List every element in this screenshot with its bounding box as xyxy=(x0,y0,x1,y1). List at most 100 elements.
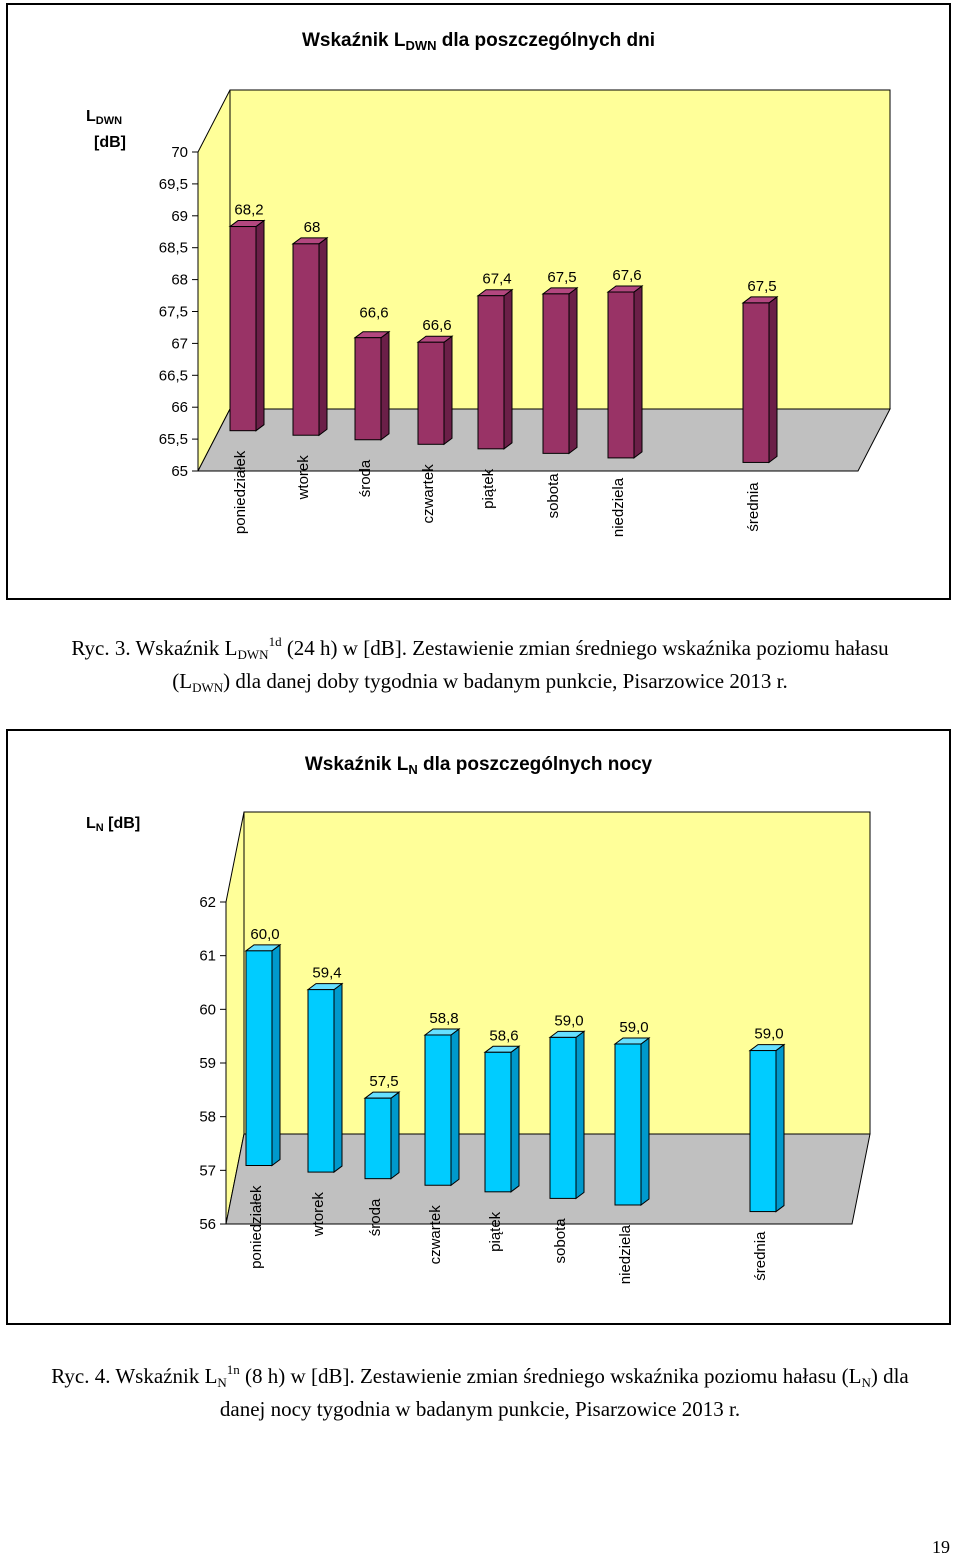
bar xyxy=(542,293,570,454)
bar xyxy=(614,1043,642,1206)
page-number: 19 xyxy=(932,1537,950,1557)
bar xyxy=(477,295,505,450)
data-label: 67,4 xyxy=(482,271,511,288)
bar xyxy=(424,1034,452,1186)
bar-side xyxy=(380,330,390,441)
y-tick-label: 67,5 xyxy=(159,304,188,321)
data-label: 60,0 xyxy=(250,926,279,943)
chart-title-suffix: dla poszczególnych nocy xyxy=(417,754,653,775)
x-tick-label: średnia xyxy=(745,482,762,532)
bar xyxy=(229,226,257,432)
bar xyxy=(742,302,770,463)
data-label: 59,0 xyxy=(754,1026,783,1043)
x-tick-label: średnia xyxy=(752,1231,769,1281)
caption-text: ) dla xyxy=(870,1364,909,1388)
bar-side xyxy=(390,1091,400,1180)
data-label: 59,4 xyxy=(312,965,341,982)
bar-side xyxy=(640,1036,650,1206)
chart-title-sub: N xyxy=(408,762,418,777)
data-label: 68,2 xyxy=(234,202,263,219)
caption-sup: 1n xyxy=(226,1362,240,1377)
bar xyxy=(549,1036,577,1199)
data-label: 66,6 xyxy=(359,305,388,322)
bar-side xyxy=(510,1045,520,1193)
y-tick-label: 66 xyxy=(171,399,188,416)
bar-side xyxy=(333,982,343,1174)
x-tick-label: środa xyxy=(357,459,374,497)
x-tick-label: niedziela xyxy=(617,1224,634,1284)
bar-side xyxy=(503,288,513,450)
y-axis-label-sub: DWN xyxy=(95,115,123,127)
chart-title: Wskaźnik LDWN dla poszczególnych dni xyxy=(8,30,949,53)
y-tick-label: 59 xyxy=(199,1055,216,1072)
y-axis-label-unit: [dB] xyxy=(103,815,141,832)
chart-ldwn-plot: 65 65,5 66 66,5 67 67,5 68 68,5 69 69,5 70 68,2 poni… xyxy=(159,89,891,537)
chart-ln-plot: 56 57 58 59 60 61 62 60,0 poniedziałek 59,4 wtorek… xyxy=(199,811,871,1284)
bar-side xyxy=(568,286,578,455)
y-tick-label: 61 xyxy=(199,948,216,965)
caption-text: (8 h) w [dB]. Zestawienie zmian średnieg… xyxy=(239,1364,862,1388)
caption-sup: 1d xyxy=(268,634,282,649)
y-axis-label-sub: N xyxy=(95,822,104,834)
bar-side xyxy=(271,943,281,1167)
y-tick-label: 67 xyxy=(171,335,188,352)
y-tick-label: 68 xyxy=(171,272,188,289)
caption-sub: DWN xyxy=(237,647,269,662)
bar xyxy=(417,341,445,445)
y-tick-label: 56 xyxy=(199,1216,216,1233)
bar xyxy=(607,291,635,459)
caption-sub: N xyxy=(861,1375,871,1390)
x-tick-label: poniedziałek xyxy=(248,1185,265,1269)
x-tick-label: niedziela xyxy=(610,477,627,537)
data-label: 68 xyxy=(304,219,321,236)
bar xyxy=(245,950,273,1166)
y-tick-label: 70 xyxy=(171,144,188,161)
chart-ldwn: Wskaźnik LDWN dla poszczególnych dni LDW… xyxy=(6,3,951,600)
x-tick-label: sobota xyxy=(545,473,562,519)
bar-side xyxy=(775,1043,785,1213)
data-label: 67,6 xyxy=(612,267,641,284)
bar-side xyxy=(633,285,643,459)
bar xyxy=(292,243,320,436)
y-tick-label: 60 xyxy=(199,1001,216,1018)
x-tick-label: sobota xyxy=(552,1218,569,1264)
chart-ln: Wskaźnik LN dla poszczególnych nocy LN [… xyxy=(6,729,951,1325)
bar-side xyxy=(768,295,778,464)
data-label: 59,0 xyxy=(554,1012,583,1029)
x-tick-label: środa xyxy=(367,1198,384,1236)
y-tick-label: 69,5 xyxy=(159,176,188,193)
bar-side xyxy=(255,219,265,432)
caption-text: (24 h) w [dB]. Zestawienie zmian średnie… xyxy=(281,636,889,660)
y-axis-label: LN [dB] xyxy=(86,813,140,839)
y-tick-label: 69 xyxy=(171,208,188,225)
y-tick-label: 65 xyxy=(171,463,188,480)
y-tick-label: 68,5 xyxy=(159,240,188,257)
bar xyxy=(354,337,382,441)
data-label: 66,6 xyxy=(422,317,451,334)
data-label: 57,5 xyxy=(369,1073,398,1090)
y-axis-label-main: L xyxy=(86,108,96,125)
x-tick-label: piątek xyxy=(480,468,497,509)
caption-text: (L xyxy=(172,669,193,693)
y-tick-label: 65,5 xyxy=(159,431,188,448)
bar xyxy=(749,1050,777,1213)
y-axis-label-main: L xyxy=(86,815,96,832)
bar xyxy=(364,1097,392,1180)
bar xyxy=(307,989,335,1173)
data-label: 59,0 xyxy=(619,1019,648,1036)
bar xyxy=(484,1051,512,1193)
figure-caption-3: Ryc. 3. Wskaźnik LDWN1d (24 h) w [dB]. Z… xyxy=(0,628,960,701)
caption-sub: DWN xyxy=(192,680,224,695)
y-tick-label: 66,5 xyxy=(159,367,188,384)
chart-title-text: Wskaźnik L xyxy=(304,754,409,775)
caption-text: Ryc. 4. Wskaźnik L xyxy=(51,1364,218,1388)
chart-title-sub: DWN xyxy=(405,38,437,53)
x-tick-label: czwartek xyxy=(420,464,437,524)
caption-text: danej nocy tygodnia w badanym punkcie, P… xyxy=(219,1397,741,1421)
data-label: 58,6 xyxy=(489,1027,518,1044)
bar-side xyxy=(575,1030,585,1200)
chart-title: Wskaźnik LN dla poszczególnych nocy xyxy=(8,754,949,777)
data-label: 67,5 xyxy=(747,278,776,295)
bar-side xyxy=(318,236,328,437)
x-tick-label: wtorek xyxy=(295,455,312,501)
